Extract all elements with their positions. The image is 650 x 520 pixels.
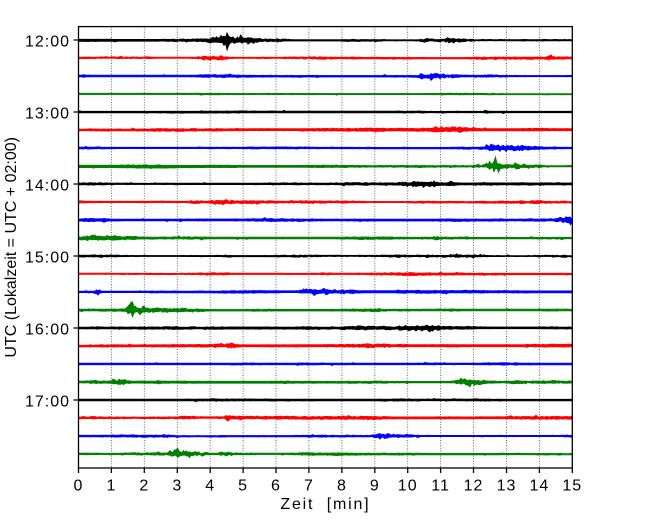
svg-text:16:00: 16:00 [25, 321, 70, 338]
svg-text:UTC (Lokalzeit = UTC + 02:00): UTC (Lokalzeit = UTC + 02:00) [3, 137, 20, 358]
svg-text:15:00: 15:00 [25, 249, 70, 266]
svg-text:14: 14 [530, 478, 550, 495]
svg-text:1: 1 [106, 478, 116, 495]
svg-text:12: 12 [464, 478, 484, 495]
svg-text:13:00: 13:00 [25, 105, 70, 122]
svg-text:5: 5 [238, 478, 248, 495]
svg-text:6: 6 [271, 478, 281, 495]
svg-text:14:00: 14:00 [25, 177, 70, 194]
svg-text:4: 4 [205, 478, 215, 495]
svg-text:3: 3 [172, 478, 182, 495]
svg-text:15: 15 [562, 478, 582, 495]
svg-text:10: 10 [398, 478, 418, 495]
svg-text:0: 0 [74, 478, 84, 495]
svg-text:7: 7 [304, 478, 314, 495]
svg-text:2: 2 [139, 478, 149, 495]
svg-text:9: 9 [370, 478, 380, 495]
svg-text:11: 11 [431, 478, 450, 495]
svg-text:12:00: 12:00 [25, 33, 70, 50]
svg-text:17:00: 17:00 [25, 393, 70, 410]
svg-text:8: 8 [337, 478, 347, 495]
svg-text:13: 13 [497, 478, 517, 495]
svg-text:Zeit [min]: Zeit [min] [280, 496, 370, 513]
